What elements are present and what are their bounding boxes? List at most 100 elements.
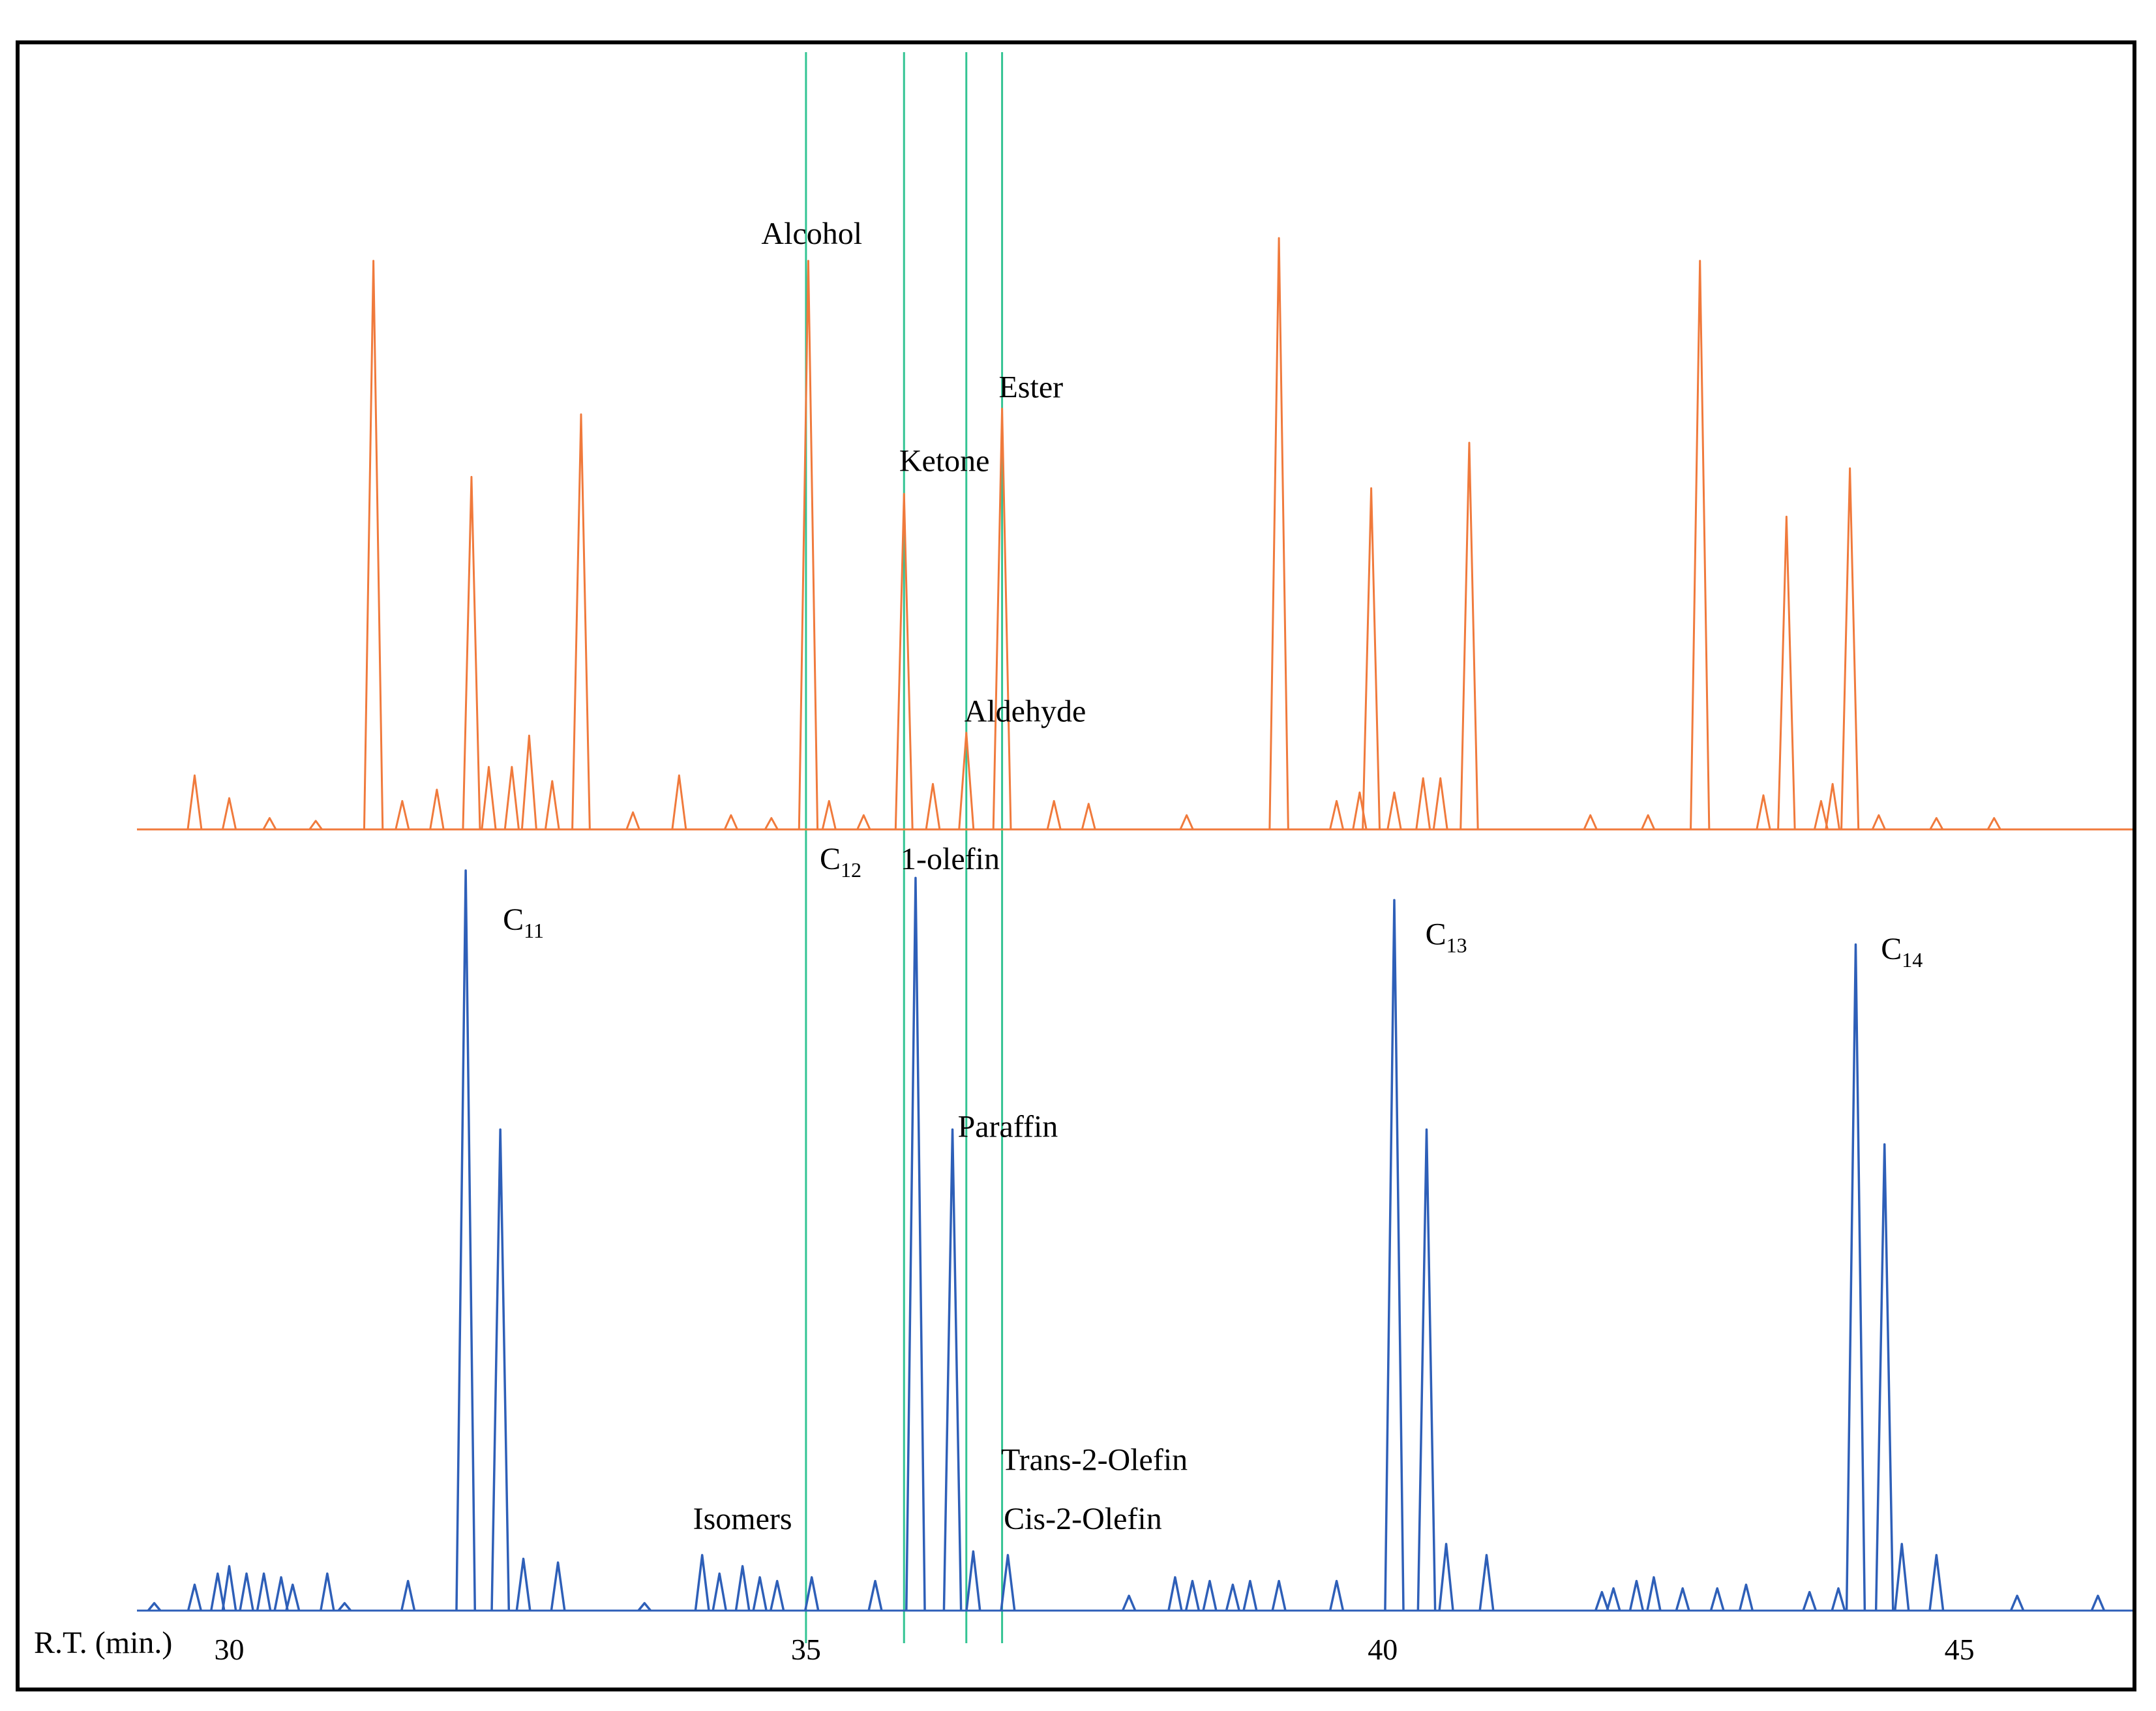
upper-peak-28 bbox=[1268, 237, 1289, 830]
upper-peak-21 bbox=[894, 493, 914, 830]
upper-peak-35 bbox=[1460, 441, 1479, 830]
lower-peak-2 bbox=[187, 1583, 202, 1611]
upper-peak-18 bbox=[798, 260, 819, 830]
x-tick-label-45: 45 bbox=[1945, 1633, 1975, 1666]
chart-frame bbox=[16, 40, 2136, 1691]
x-tick-label-35: 35 bbox=[791, 1633, 821, 1666]
upper-peak-42 bbox=[1825, 782, 1840, 830]
label-cis-2-olefin: Cis-2-Olefin bbox=[1004, 1502, 1162, 1536]
lower-peak-15 bbox=[550, 1561, 566, 1611]
lower-peak-48 bbox=[1831, 1587, 1846, 1611]
lower-peak-14 bbox=[515, 1557, 532, 1611]
upper-peak-11 bbox=[520, 734, 537, 830]
lower-peak-16 bbox=[637, 1601, 651, 1612]
x-tick-label-30: 30 bbox=[215, 1633, 245, 1666]
upper-peak-16 bbox=[723, 814, 738, 830]
lower-peak-35 bbox=[1328, 1579, 1345, 1611]
lower-trace bbox=[137, 869, 2133, 1612]
upper-peak-1 bbox=[187, 774, 203, 830]
lower-peak-9 bbox=[320, 1572, 335, 1611]
upper-peak-3 bbox=[262, 817, 277, 830]
upper-peak-8 bbox=[462, 475, 481, 830]
lower-peak-28 bbox=[1121, 1594, 1137, 1611]
lower-peak-27 bbox=[1000, 1554, 1016, 1611]
lower-peak-13 bbox=[490, 1128, 511, 1611]
upper-peak-4 bbox=[308, 820, 323, 830]
label-isomers: Isomers bbox=[693, 1502, 792, 1536]
upper-peak-25 bbox=[1046, 799, 1062, 830]
label-c12: C12 bbox=[820, 842, 861, 882]
upper-peak-17 bbox=[764, 817, 779, 830]
lower-peak-37 bbox=[1416, 1128, 1437, 1611]
lower-peak-1 bbox=[147, 1601, 162, 1612]
lower-peak-19 bbox=[734, 1565, 751, 1611]
label-one-olefin: 1-olefin bbox=[901, 842, 1000, 876]
upper-peak-26 bbox=[1081, 803, 1096, 830]
lower-peak-30 bbox=[1184, 1579, 1201, 1611]
upper-peak-24 bbox=[992, 408, 1012, 830]
lower-peak-42 bbox=[1628, 1579, 1645, 1611]
lower-peak-3 bbox=[210, 1572, 226, 1611]
upper-peak-36 bbox=[1583, 814, 1598, 830]
label-c13: C13 bbox=[1426, 917, 1467, 957]
lower-peak-12 bbox=[455, 869, 477, 1611]
label-c14: C14 bbox=[1881, 932, 1923, 972]
lower-peak-29 bbox=[1167, 1576, 1183, 1611]
upper-trace bbox=[137, 237, 2133, 831]
upper-peak-43 bbox=[1840, 467, 1860, 830]
label-paraffin: Paraffin bbox=[958, 1110, 1058, 1144]
lower-peak-4 bbox=[221, 1565, 237, 1611]
lower-peak-23 bbox=[867, 1579, 883, 1611]
lower-peak-6 bbox=[256, 1572, 272, 1611]
lower-peak-8 bbox=[285, 1583, 301, 1611]
lower-peak-46 bbox=[1738, 1583, 1754, 1611]
lower-peak-31 bbox=[1202, 1579, 1218, 1611]
x-tick-label-40: 40 bbox=[1368, 1633, 1398, 1666]
lower-peak-45 bbox=[1709, 1587, 1725, 1611]
lower-peak-52 bbox=[1928, 1554, 1945, 1611]
x-axis-ticks: 30 35 40 45 bbox=[215, 1633, 1975, 1666]
lower-peak-41 bbox=[1606, 1587, 1621, 1611]
lower-peak-49 bbox=[1845, 943, 1866, 1611]
upper-peak-15 bbox=[671, 774, 687, 830]
lower-peak-54 bbox=[2090, 1594, 2106, 1611]
label-aldehyde: Aldehyde bbox=[965, 694, 1086, 728]
upper-peak-6 bbox=[395, 799, 410, 830]
lower-peak-43 bbox=[1646, 1576, 1662, 1611]
lower-peak-24 bbox=[905, 876, 926, 1611]
lower-peak-44 bbox=[1675, 1587, 1690, 1611]
lower-peak-38 bbox=[1438, 1543, 1454, 1611]
lower-peak-50 bbox=[1874, 1143, 1894, 1611]
upper-peak-20 bbox=[856, 814, 871, 830]
lower-peak-34 bbox=[1271, 1579, 1287, 1611]
upper-peak-7 bbox=[429, 788, 445, 830]
upper-peak-13 bbox=[571, 413, 591, 830]
lower-peak-40 bbox=[1595, 1590, 1610, 1611]
upper-peak-40 bbox=[1777, 515, 1796, 830]
upper-peak-14 bbox=[625, 811, 640, 830]
upper-peak-10 bbox=[503, 766, 520, 830]
lower-peak-5 bbox=[239, 1572, 254, 1611]
lower-peak-11 bbox=[400, 1579, 416, 1611]
lower-peak-51 bbox=[1894, 1543, 1910, 1611]
upper-peak-46 bbox=[1986, 817, 2001, 830]
upper-peak-45 bbox=[1929, 817, 1944, 830]
upper-peak-27 bbox=[1179, 814, 1194, 830]
lower-peak-32 bbox=[1225, 1583, 1240, 1611]
lower-peak-7 bbox=[273, 1576, 289, 1611]
peak-labels: Alcohol Ester Ketone Aldehyde C12 1-olefin C11… bbox=[503, 216, 1923, 1536]
upper-peak-9 bbox=[481, 766, 497, 830]
upper-peak-41 bbox=[1813, 799, 1829, 830]
upper-peak-29 bbox=[1329, 799, 1345, 830]
upper-peak-30 bbox=[1352, 791, 1368, 830]
marker-lines bbox=[805, 52, 1004, 1643]
label-ester: Ester bbox=[998, 370, 1063, 404]
label-c11: C11 bbox=[503, 902, 544, 942]
upper-peak-2 bbox=[221, 797, 237, 830]
upper-peak-31 bbox=[1362, 487, 1381, 830]
label-ketone: Ketone bbox=[899, 444, 990, 479]
lower-peak-47 bbox=[1802, 1590, 1818, 1611]
label-alcohol: Alcohol bbox=[761, 216, 862, 251]
traces bbox=[137, 237, 2133, 1612]
